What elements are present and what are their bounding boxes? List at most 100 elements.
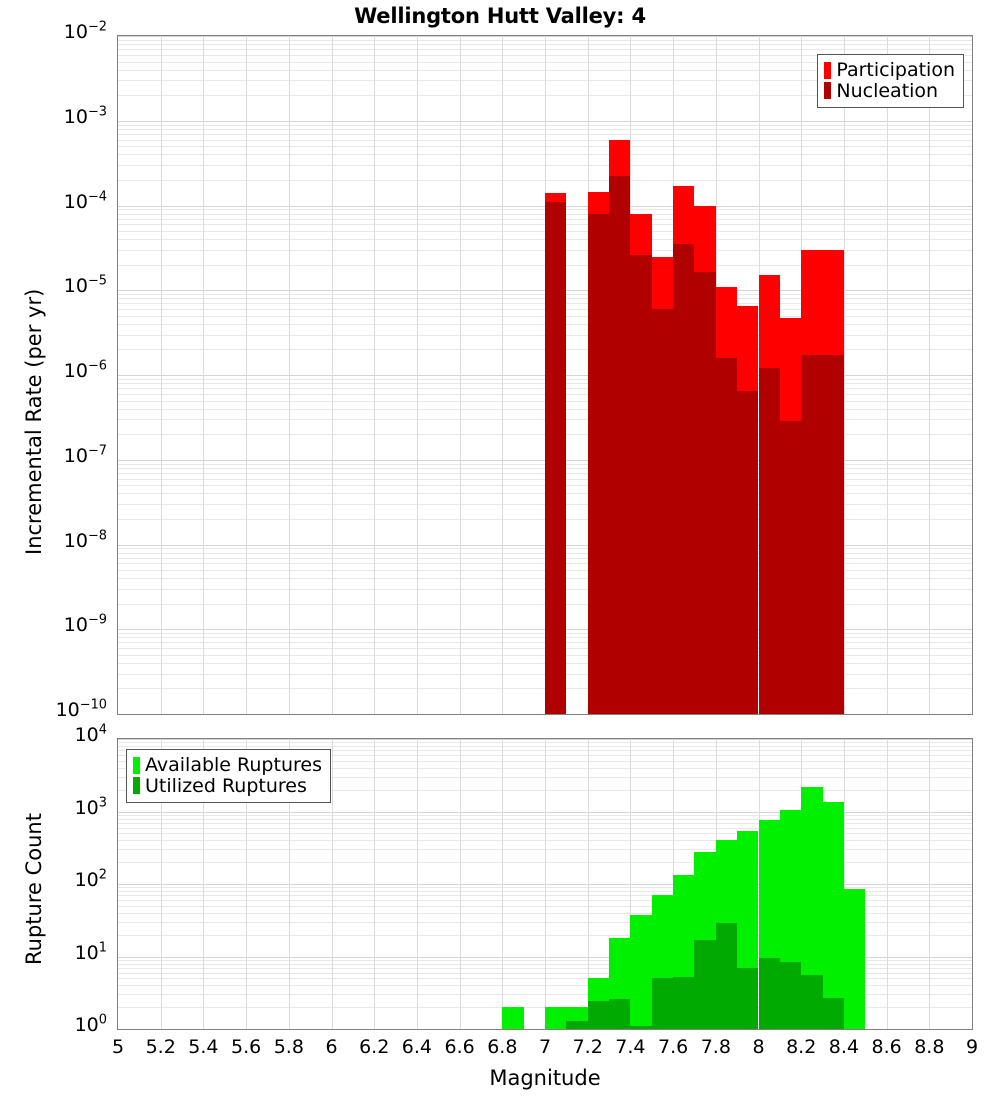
bar-segment-lower — [737, 967, 759, 1029]
gridline-vertical — [288, 36, 290, 714]
gridline-vertical — [416, 739, 418, 1029]
y-tick-label: 103 — [74, 795, 107, 819]
gridline-vertical — [929, 739, 931, 1029]
bar-segment-lower — [758, 368, 780, 714]
bar-segment-lower — [673, 977, 695, 1029]
bar — [715, 840, 738, 1029]
bar-segment-lower — [801, 975, 823, 1029]
y-tick-label: 10−8 — [63, 528, 107, 552]
bar — [545, 1007, 567, 1029]
bar-segment-lower — [651, 978, 674, 1029]
bar — [843, 889, 866, 1029]
y-tick-label: 100 — [74, 1012, 107, 1036]
gridline-vertical — [374, 739, 376, 1029]
bar — [673, 874, 695, 1029]
bar-segment-lower — [609, 998, 631, 1029]
bar — [779, 809, 802, 1029]
utilized-ruptures-swatch-icon — [133, 777, 140, 795]
y-axis-ticks-bottom: 100 101 102 103 104 — [0, 0, 113, 1100]
x-tick-label: 8.8 — [914, 1036, 945, 1058]
x-tick-label: 8.6 — [871, 1036, 902, 1058]
x-tick-label: 5 — [111, 1036, 125, 1058]
gridline-vertical — [502, 36, 504, 714]
bar-segment-lower — [715, 922, 738, 1029]
bar-segment-lower — [630, 255, 652, 714]
gridline-vertical — [374, 36, 376, 714]
bar — [609, 139, 631, 714]
bar-segment-lower — [715, 357, 738, 714]
gridline-vertical — [160, 739, 162, 1029]
x-tick-label: 6.4 — [401, 1036, 432, 1058]
legend-label-utilized-ruptures: Utilized Ruptures — [145, 774, 307, 797]
y-tick-label: 10−7 — [63, 443, 107, 467]
legend-item-nucleation: Nucleation — [824, 79, 955, 102]
x-tick-label: 7.6 — [657, 1036, 689, 1058]
bar — [715, 286, 738, 714]
gridline-vertical — [545, 739, 546, 1029]
bar — [779, 318, 802, 714]
participation-swatch-icon — [824, 61, 832, 79]
x-tick-label: 7.8 — [700, 1036, 731, 1058]
gridline-vertical — [203, 36, 205, 714]
rupture-count-plot: Available Ruptures Utilized Ruptures — [117, 738, 973, 1030]
bar-segment-lower — [694, 939, 716, 1029]
gridline-vertical — [331, 36, 333, 714]
gridline-vertical — [459, 36, 461, 714]
bar-segment-lower — [779, 961, 802, 1029]
x-tick-label: 8 — [752, 1036, 765, 1058]
bar-segment-lower — [587, 1001, 610, 1029]
x-tick-label: 6.6 — [444, 1036, 475, 1058]
bar-segment-lower — [630, 1026, 652, 1029]
gridline-vertical — [246, 739, 248, 1029]
legend-item-available-ruptures: Available Ruptures — [133, 755, 322, 776]
y-tick-label: 104 — [74, 722, 107, 746]
x-tick-label: 5.2 — [145, 1036, 176, 1058]
gridline-vertical — [416, 36, 418, 714]
gridline-vertical — [630, 739, 632, 1029]
x-tick-label: 7.4 — [615, 1036, 646, 1058]
legend-item-participation: Participation — [824, 60, 955, 81]
available-ruptures-swatch-icon — [133, 756, 140, 774]
gridline-vertical — [886, 36, 888, 714]
legend-label-available-ruptures: Available Ruptures — [145, 754, 322, 776]
bar — [822, 802, 844, 1029]
gridline-vertical — [246, 36, 248, 714]
bar-segment-lower — [779, 420, 802, 714]
y-tick-label: 10−9 — [63, 612, 107, 637]
bar — [587, 978, 610, 1029]
x-tick-label: 8.2 — [786, 1036, 817, 1058]
bar — [630, 213, 652, 714]
bar — [801, 786, 823, 1029]
bar — [694, 205, 716, 714]
x-tick-label: 6 — [325, 1036, 338, 1058]
gridline-vertical — [587, 739, 589, 1029]
bar — [609, 938, 631, 1029]
bar-segment-lower — [673, 244, 695, 714]
bar-segment-lower — [587, 213, 610, 714]
bar-segment-lower — [822, 355, 844, 714]
y-axis-ticks-top: 10−2 10−3 10−4 10−5 10−6 10−7 10−8 10−9 10−10 — [0, 0, 113, 1100]
bar — [651, 256, 674, 714]
x-tick-label: 5.4 — [188, 1036, 219, 1058]
bar — [545, 193, 567, 714]
bar — [630, 915, 652, 1029]
x-tick-label: 6.2 — [359, 1036, 390, 1058]
legend-label-nucleation: Nucleation — [836, 79, 939, 102]
bar — [587, 191, 610, 714]
bar — [737, 306, 759, 714]
x-tick-label: 5.6 — [230, 1036, 262, 1058]
bar-segment-lower — [545, 202, 567, 714]
bar — [801, 249, 823, 714]
y-tick-label: 10−5 — [63, 273, 107, 298]
bar — [502, 1007, 524, 1029]
bar-segment-lower — [737, 390, 759, 714]
bar — [758, 275, 780, 714]
bar — [758, 820, 780, 1029]
y-tick-label: 10−3 — [63, 104, 107, 128]
x-tick-label: 5.8 — [273, 1036, 304, 1058]
nucleation-swatch-icon — [824, 82, 832, 100]
gridline-vertical — [203, 739, 205, 1029]
y-tick-label: 10−6 — [63, 358, 107, 382]
y-tick-label: 102 — [74, 867, 107, 891]
